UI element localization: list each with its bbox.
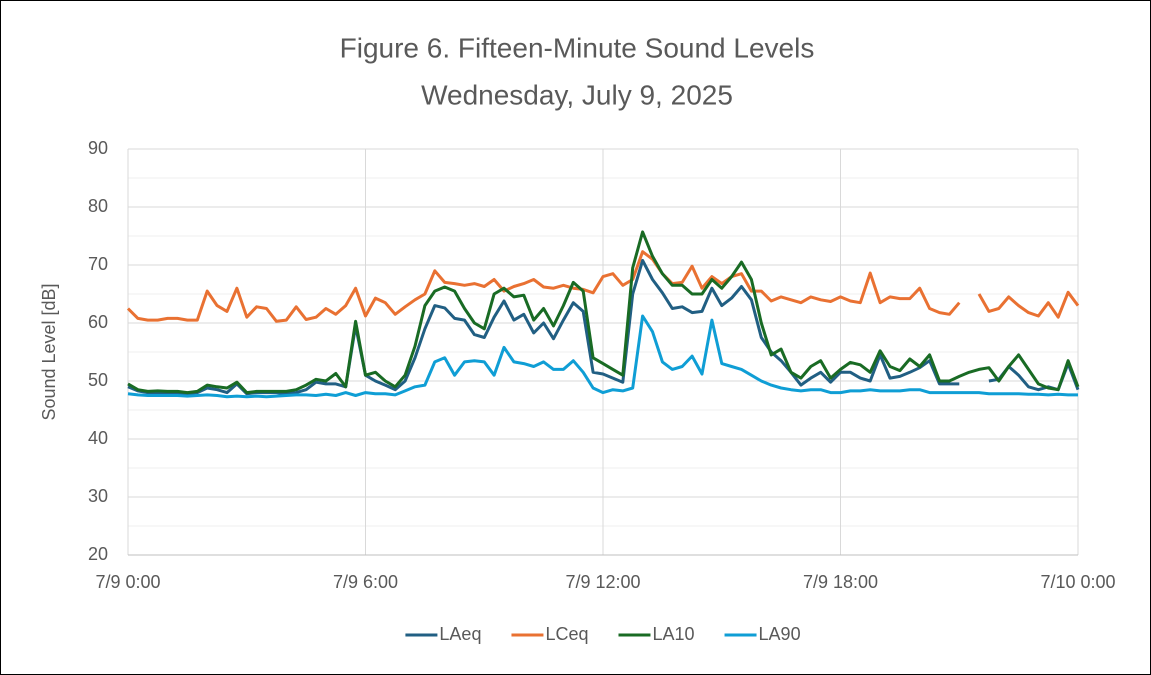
legend-label: LAeq [439, 624, 481, 644]
x-tick-label: 7/10 0:00 [1040, 572, 1115, 592]
x-tick-label: 7/9 18:00 [803, 572, 878, 592]
y-tick-label: 40 [88, 428, 108, 448]
series-line [127, 230, 1080, 395]
x-tick-label: 7/9 0:00 [95, 572, 160, 592]
y-tick-label: 80 [88, 196, 108, 216]
x-tick-label: 7/9 12:00 [565, 572, 640, 592]
x-tick-label: 7/9 6:00 [333, 572, 398, 592]
series-line [127, 314, 1078, 399]
series-line [126, 250, 1080, 323]
y-tick-label: 70 [88, 254, 108, 274]
y-tick-label: 50 [88, 370, 108, 390]
legend-label: LA90 [759, 624, 801, 644]
y-tick-label: 90 [88, 138, 108, 158]
chart-title: Figure 6. Fifteen-Minute Sound Levels [340, 32, 815, 63]
y-tick-label: 20 [88, 544, 108, 564]
chart-subtitle: Wednesday, July 9, 2025 [421, 79, 733, 110]
y-axis-label: Sound Level [dB] [39, 283, 59, 420]
legend-label: LA10 [652, 624, 694, 644]
legend-label: LCeq [545, 624, 588, 644]
y-tick-label: 30 [88, 486, 108, 506]
legend: LAeq LCeq LA10 LA90 [405, 624, 801, 644]
y-tick-label: 60 [88, 312, 108, 332]
